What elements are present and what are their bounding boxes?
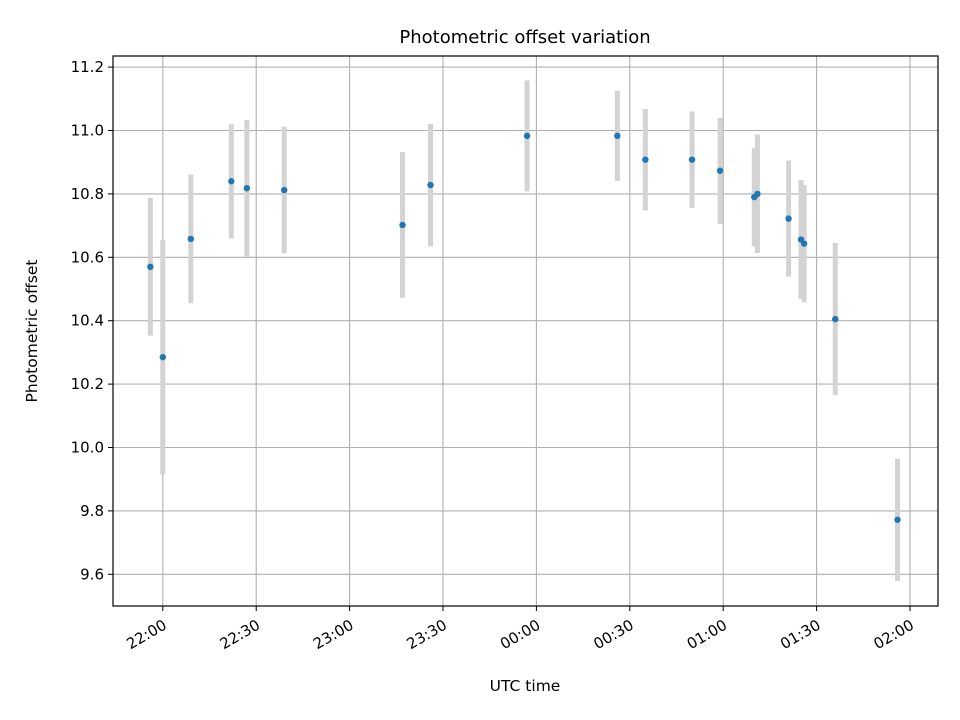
chart-title: Photometric offset variation (399, 27, 650, 48)
data-point (832, 315, 839, 323)
y-tick-label: 10.2 (71, 375, 104, 393)
y-tick-label: 9.8 (80, 502, 104, 520)
data-point (243, 184, 251, 192)
data-point (187, 235, 195, 243)
data-point (754, 190, 761, 198)
x-tick-label: 01:00 (684, 616, 730, 653)
data-point (894, 516, 901, 523)
data-point (716, 167, 724, 174)
data-point (427, 181, 434, 189)
y-tick-label: 10.0 (71, 438, 104, 456)
data-point (159, 353, 167, 361)
plot-frame (112, 55, 939, 607)
data-point (228, 178, 235, 185)
data-point (147, 263, 154, 271)
x-tick-label: 00:00 (497, 616, 543, 653)
errorbar-layer (147, 80, 901, 581)
y-axis-label: Photometric offset (23, 260, 41, 403)
x-tick-label: 23:00 (310, 616, 356, 653)
x-tick-label: 02:00 (871, 616, 917, 653)
x-tick-label: 22:00 (123, 616, 169, 653)
x-tick-label: 22:30 (217, 616, 263, 653)
data-point (800, 240, 808, 247)
tick-layer: 22:00 22:30 23:00 23:30 00:00 00:30 01:00 01:30… (71, 58, 917, 653)
y-tick-label: 10.8 (71, 185, 104, 203)
y-tick-label: 10.6 (71, 248, 104, 266)
y-tick-label: 9.6 (80, 565, 104, 583)
data-point (688, 156, 696, 163)
point-layer (147, 132, 901, 523)
y-tick-label: 11.0 (71, 121, 104, 139)
x-tick-label: 00:30 (590, 616, 636, 653)
x-tick-label: 01:30 (777, 616, 823, 653)
data-point (523, 132, 531, 140)
x-axis-label: UTC time (490, 677, 561, 695)
data-point (399, 221, 406, 229)
data-point (614, 132, 621, 140)
y-tick-label: 10.4 (71, 312, 104, 330)
x-tick-label: 23:30 (404, 616, 450, 653)
data-point (642, 156, 649, 163)
y-tick-label: 11.2 (71, 58, 104, 76)
data-point (785, 215, 792, 222)
data-point (281, 186, 288, 194)
